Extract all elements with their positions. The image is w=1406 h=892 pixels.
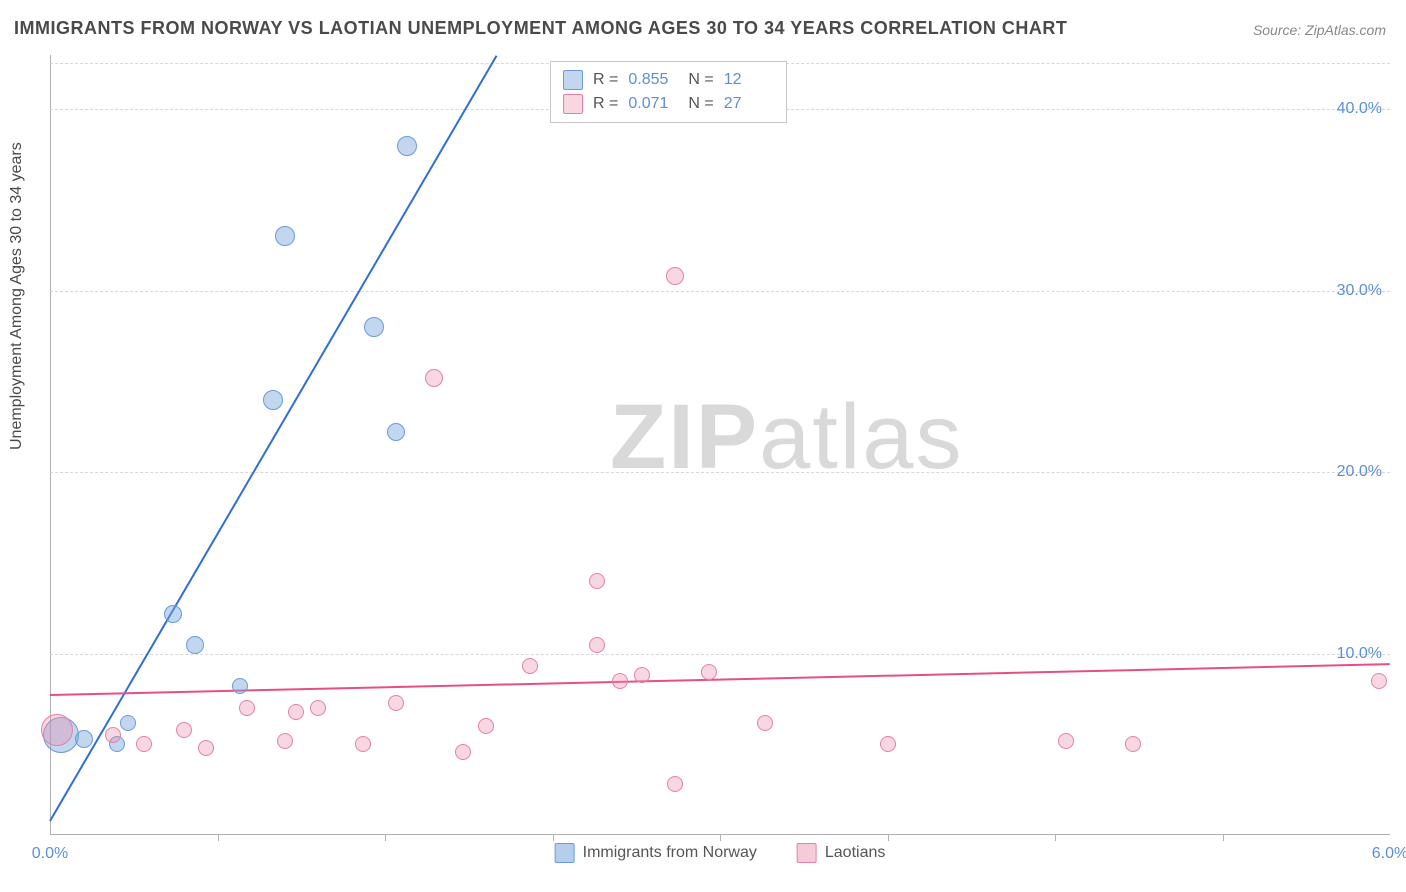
legend-swatch (797, 843, 817, 863)
x-tick (385, 835, 386, 841)
data-point (612, 673, 628, 689)
data-point (701, 664, 717, 680)
r-label: R = (593, 71, 618, 89)
data-point (275, 226, 295, 246)
data-point (455, 744, 471, 760)
data-point (120, 715, 136, 731)
data-point (232, 678, 248, 694)
data-point (176, 722, 192, 738)
r-value: 0.855 (628, 71, 678, 89)
grid-line (50, 654, 1390, 655)
data-point (478, 718, 494, 734)
y-tick-label: 10.0% (1337, 645, 1382, 663)
data-point (310, 700, 326, 716)
legend-row: R = 0.071 N = 27 (563, 92, 774, 116)
x-tick (218, 835, 219, 841)
data-point (387, 423, 405, 441)
watermark: ZIPatlas (610, 385, 963, 490)
data-point (589, 573, 605, 589)
legend-label: Immigrants from Norway (583, 844, 757, 862)
data-point (589, 637, 605, 653)
data-point (355, 736, 371, 752)
data-point (666, 267, 684, 285)
source-attribution: Source: ZipAtlas.com (1253, 22, 1386, 38)
data-point (263, 390, 283, 410)
grid-line (50, 291, 1390, 292)
x-tick (553, 835, 554, 841)
data-point (239, 700, 255, 716)
n-label: N = (688, 71, 713, 89)
correlation-legend: R = 0.855 N = 12 R = 0.071 N = 27 (550, 61, 787, 123)
legend-swatch (555, 843, 575, 863)
data-point (757, 715, 773, 731)
x-tick (1223, 835, 1224, 841)
data-point (634, 667, 650, 683)
x-tick-label: 6.0% (1372, 845, 1406, 863)
data-point (1125, 736, 1141, 752)
data-point (75, 730, 93, 748)
data-point (364, 317, 384, 337)
data-point (425, 369, 443, 387)
data-point (198, 740, 214, 756)
legend-item: Immigrants from Norway (555, 843, 757, 863)
data-point (288, 704, 304, 720)
r-value: 0.071 (628, 95, 678, 113)
y-tick-label: 30.0% (1337, 282, 1382, 300)
y-axis-label: Unemployment Among Ages 30 to 34 years (8, 142, 26, 450)
x-tick (888, 835, 889, 841)
data-point (41, 714, 73, 746)
series-legend: Immigrants from Norway Laotians (555, 843, 886, 863)
legend-swatch (563, 70, 583, 90)
trend-line (50, 663, 1390, 696)
n-value: 12 (724, 71, 774, 89)
plot-area: ZIPatlas 10.0%20.0%30.0%40.0%0.0%6.0%R =… (50, 55, 1390, 835)
data-point (522, 658, 538, 674)
y-tick-label: 40.0% (1337, 100, 1382, 118)
data-point (164, 605, 182, 623)
data-point (105, 727, 121, 743)
data-point (880, 736, 896, 752)
n-value: 27 (724, 95, 774, 113)
r-label: R = (593, 95, 618, 113)
n-label: N = (688, 95, 713, 113)
trend-line (49, 56, 497, 822)
y-tick-label: 20.0% (1337, 463, 1382, 481)
legend-row: R = 0.855 N = 12 (563, 68, 774, 92)
data-point (388, 695, 404, 711)
data-point (397, 136, 417, 156)
legend-label: Laotians (825, 844, 886, 862)
data-point (136, 736, 152, 752)
chart-title: IMMIGRANTS FROM NORWAY VS LAOTIAN UNEMPL… (14, 18, 1067, 39)
x-tick-label: 0.0% (32, 845, 68, 863)
x-tick (1055, 835, 1056, 841)
legend-swatch (563, 94, 583, 114)
data-point (277, 733, 293, 749)
legend-item: Laotians (797, 843, 886, 863)
data-point (1058, 733, 1074, 749)
data-point (1371, 673, 1387, 689)
data-point (667, 776, 683, 792)
x-tick (720, 835, 721, 841)
data-point (186, 636, 204, 654)
